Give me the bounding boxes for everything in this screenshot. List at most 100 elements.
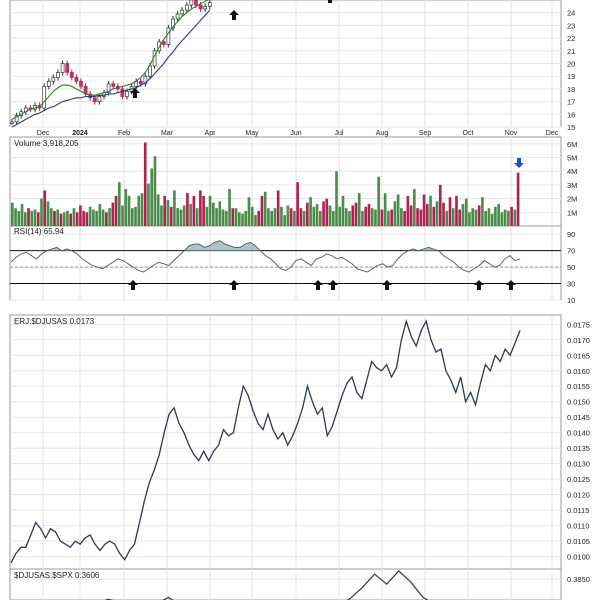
volume-tick-label: 5M xyxy=(567,154,577,163)
volume-bar xyxy=(66,210,69,226)
volume-tick-label: 2M xyxy=(567,195,577,204)
volume-bar xyxy=(95,210,98,226)
rsi-tick-label: 90 xyxy=(567,230,575,239)
price-candle-body xyxy=(42,86,47,109)
volume-bar xyxy=(325,198,329,226)
volume-bar xyxy=(419,209,423,226)
price-candle-body xyxy=(203,5,208,10)
volume-bar xyxy=(477,205,481,226)
volume-bar xyxy=(357,193,361,226)
volume-bar xyxy=(270,210,274,226)
panel-backgrounds xyxy=(9,0,562,601)
ratio-tick-label: 0.0135 xyxy=(567,444,590,453)
ratio-tick-label: 0.0145 xyxy=(567,413,590,422)
volume-bar xyxy=(338,206,342,226)
price-candle-body xyxy=(51,77,56,82)
volume-bar xyxy=(422,194,426,226)
volume-bar xyxy=(143,142,147,226)
volume-bar xyxy=(387,210,390,226)
volume-bar xyxy=(390,209,393,226)
volume-bar xyxy=(351,205,355,226)
price-candle-body xyxy=(97,96,102,102)
volume-bar xyxy=(432,206,436,226)
volume-bar xyxy=(202,195,205,226)
volume-bar xyxy=(455,195,458,226)
price-candle-body xyxy=(171,18,175,29)
ratio-tick-label: 0.0160 xyxy=(567,367,590,376)
volume-bar xyxy=(468,212,471,226)
volume-bar xyxy=(425,204,429,226)
volume-bar xyxy=(114,195,118,226)
volume-bar xyxy=(140,193,144,226)
rsi-line xyxy=(10,240,521,273)
ratio-tick-label: 0.0100 xyxy=(567,553,590,562)
volume-bar xyxy=(212,202,215,226)
volume-bar xyxy=(221,209,225,226)
volume-bar xyxy=(224,210,228,226)
volume-bar xyxy=(105,212,108,226)
ratio2-panel xyxy=(9,568,562,601)
volume-bar xyxy=(130,208,134,226)
ratio-tick-label: 0.0155 xyxy=(567,382,590,391)
volume-bar xyxy=(283,215,286,226)
price-tick-label: 20 xyxy=(567,60,575,69)
price-arrow-partial xyxy=(328,0,332,3)
volume-bar xyxy=(464,198,468,226)
volume-bar xyxy=(98,204,102,226)
price-candle-body xyxy=(143,75,148,85)
ratio-tick-label: 0.0125 xyxy=(567,475,590,484)
rsi-up-arrow xyxy=(229,280,239,290)
volume-bar xyxy=(199,190,202,226)
volume-bar xyxy=(160,205,163,226)
volume-bar xyxy=(231,208,235,226)
volume-bar xyxy=(364,206,368,226)
price-tick-label: 19 xyxy=(567,72,575,81)
price-tick-label: 16 xyxy=(567,110,575,119)
volume-bar xyxy=(208,195,212,226)
volume-bar xyxy=(92,209,95,226)
rsi-up-arrow xyxy=(128,280,138,290)
volume-bar xyxy=(186,193,189,226)
volume-bar xyxy=(156,194,160,226)
ratio-tick-label: 0.0105 xyxy=(567,537,590,546)
ratio-tick-label: 0.0130 xyxy=(567,460,590,469)
price-candle-body xyxy=(69,72,74,78)
price-candle-body xyxy=(166,27,171,45)
rsi-up-arrow xyxy=(474,280,484,290)
volume-bar xyxy=(383,193,387,226)
x-month-label: Aug xyxy=(376,130,389,137)
price-candle-body xyxy=(65,63,70,73)
price-candle-body xyxy=(198,4,203,10)
rsi-tick-label: 70 xyxy=(567,247,575,256)
volume-bar xyxy=(458,209,462,226)
volume-bar xyxy=(218,201,222,226)
x-month-label: Dec xyxy=(546,130,559,137)
volume-bar xyxy=(169,206,173,226)
x-month-label: Mar xyxy=(161,130,174,137)
rsi-tick-label: 10 xyxy=(567,296,575,305)
volume-bar xyxy=(438,184,442,226)
volume-bar xyxy=(442,202,445,226)
price-candle-body xyxy=(175,13,180,20)
volume-bar xyxy=(267,208,270,226)
volume-bar xyxy=(276,190,280,226)
volume-bar xyxy=(302,210,306,226)
x-month-label: Nov xyxy=(505,130,518,137)
volume-bar xyxy=(354,202,358,226)
volume-bar xyxy=(471,208,475,226)
volume-bar xyxy=(403,210,406,226)
volume-bar xyxy=(260,195,264,226)
volume-bar xyxy=(85,212,89,226)
price-candle-body xyxy=(10,121,14,124)
ratio-tick-label: 0.0150 xyxy=(567,398,590,407)
ratio-panel xyxy=(9,314,562,570)
ratio-tick-label: 0.0120 xyxy=(567,491,590,500)
price-candle-body xyxy=(106,83,111,94)
volume-bar xyxy=(416,208,419,226)
price-up-arrow xyxy=(130,88,140,98)
volume-bar xyxy=(344,208,348,226)
volume-bar xyxy=(500,212,504,226)
price-candle-body xyxy=(111,83,116,87)
volume-bar xyxy=(111,202,115,226)
volume-bar xyxy=(429,195,432,226)
